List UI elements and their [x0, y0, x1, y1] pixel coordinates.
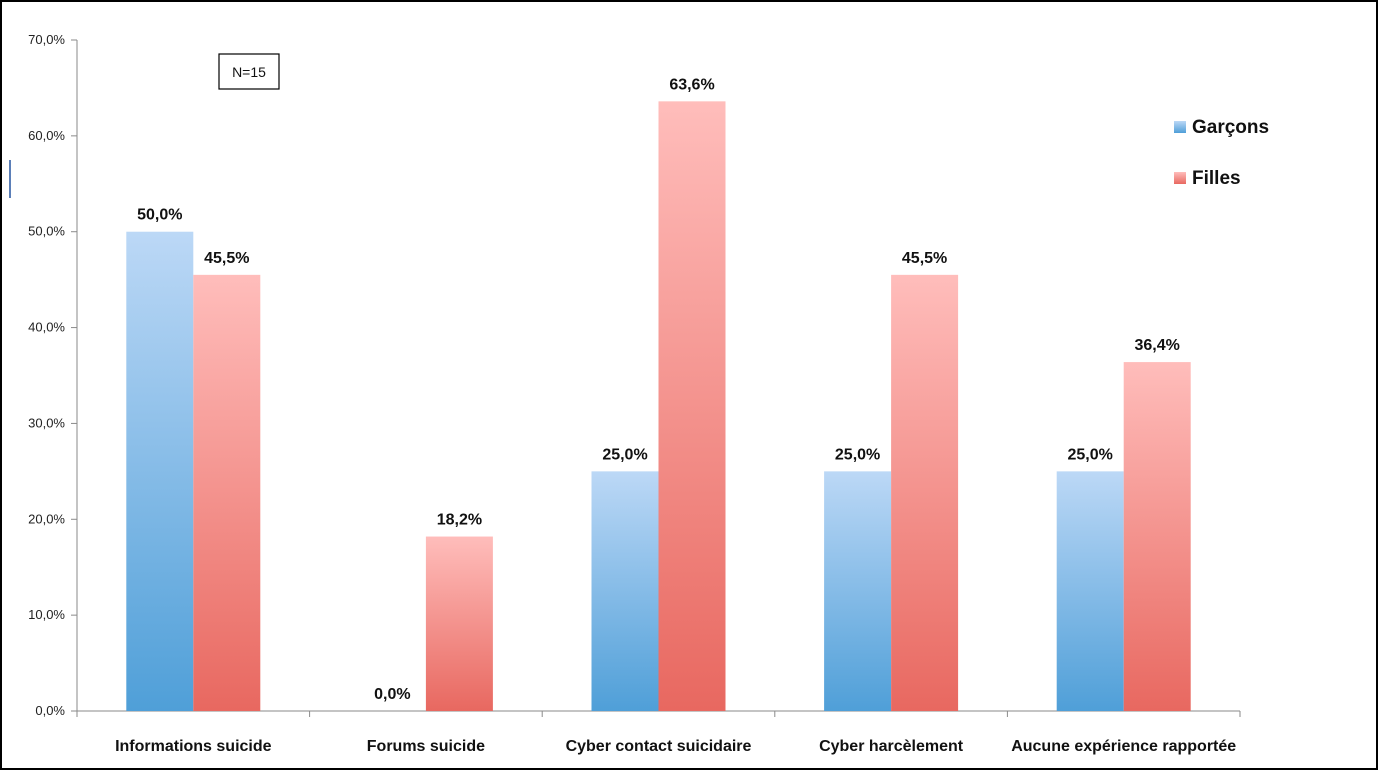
x-category-label: Cyber contact suicidaire	[566, 738, 752, 755]
y-tick-label: 70,0%	[28, 32, 65, 47]
legend-label-filles: Filles	[1192, 168, 1241, 189]
bar-filles	[658, 101, 726, 711]
data-label: 25,0%	[835, 446, 880, 463]
x-category-label: Forums suicide	[367, 738, 485, 755]
bar-filles	[1123, 362, 1191, 711]
bar-garcons	[1056, 471, 1124, 711]
legend-swatch-garcons	[1174, 121, 1186, 133]
data-label: 45,5%	[902, 250, 947, 267]
bar-filles	[891, 274, 959, 711]
data-label: 36,4%	[1135, 337, 1180, 354]
data-label: 50,0%	[137, 207, 182, 224]
x-category-label: Informations suicide	[115, 738, 272, 755]
sample-size-label: N=15	[232, 64, 266, 80]
bar-filles	[193, 274, 261, 711]
y-tick-label: 20,0%	[28, 511, 65, 526]
data-label: 45,5%	[204, 250, 249, 267]
legend-swatch-filles	[1174, 172, 1186, 184]
y-tick-label: 50,0%	[28, 224, 65, 239]
data-label: 25,0%	[1068, 446, 1113, 463]
y-tick-label: 0,0%	[35, 703, 65, 718]
data-label: 63,6%	[669, 76, 714, 93]
data-label: 0,0%	[374, 686, 410, 703]
data-label: 25,0%	[602, 446, 647, 463]
y-tick-label: 10,0%	[28, 607, 65, 622]
y-tick-label: 60,0%	[28, 128, 65, 143]
x-category-label: Cyber harcèlement	[819, 738, 964, 755]
left-edge-marker	[9, 160, 11, 198]
bar-garcons	[126, 231, 194, 711]
y-tick-label: 30,0%	[28, 415, 65, 430]
bar-filles	[425, 536, 493, 711]
bar-garcons	[591, 471, 659, 711]
sample-size-box	[218, 53, 280, 90]
x-category-label: Aucune expérience rapportée	[1011, 738, 1236, 755]
bar-garcons	[824, 471, 892, 711]
y-tick-label: 40,0%	[28, 320, 65, 335]
data-label: 18,2%	[437, 512, 482, 529]
legend-label-garcons: Garçons	[1192, 117, 1269, 138]
